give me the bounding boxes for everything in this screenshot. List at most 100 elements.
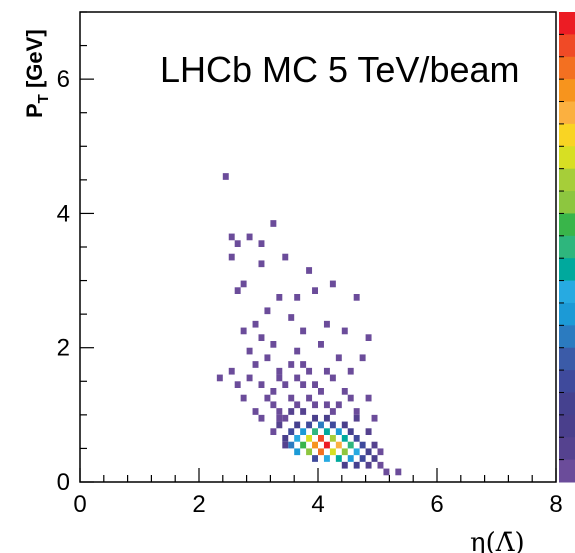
heatmap-cell	[264, 307, 271, 315]
heatmap-cell	[377, 461, 384, 469]
heatmap-cell	[276, 408, 283, 415]
heatmap-cell	[282, 435, 289, 442]
heatmap-cell	[288, 394, 295, 402]
heatmap-cell	[365, 448, 372, 456]
heatmap-cell	[258, 334, 265, 341]
heatmap-cell	[312, 455, 318, 462]
heatmap-cell	[353, 435, 360, 442]
heatmap-cell	[329, 280, 336, 288]
heatmap-cell	[318, 435, 324, 442]
heatmap-cell	[240, 280, 247, 288]
heatmap-cell	[300, 428, 307, 435]
heatmap-cell	[240, 327, 247, 335]
heatmap-cell	[335, 441, 342, 449]
heatmap-cell	[294, 435, 301, 442]
heatmap-cell	[222, 173, 229, 180]
colorbar-swatch	[559, 414, 575, 438]
x-axis-title: η(Λ̄)	[470, 528, 525, 553]
heatmap-cell	[341, 435, 348, 442]
heatmap-cell	[264, 354, 271, 362]
heatmap-cell	[347, 428, 354, 435]
heatmap-cell	[282, 441, 289, 449]
heatmap-cell	[318, 388, 324, 395]
heatmap-cell	[347, 441, 354, 449]
heatmap-cell	[371, 455, 378, 462]
heatmap-cell	[258, 240, 265, 247]
heatmap-cell	[228, 367, 235, 375]
heatmap-cell	[276, 421, 283, 429]
heatmap-cell	[246, 233, 253, 241]
colorbar-swatch	[559, 191, 575, 214]
heatmap-cell	[300, 381, 307, 388]
heatmap-cell	[252, 408, 259, 415]
heatmap-cell	[371, 441, 378, 449]
heatmap-cell	[318, 421, 324, 429]
heatmap-cell	[258, 381, 265, 388]
heatmap-cell	[294, 347, 301, 355]
heatmap-cell	[240, 394, 247, 402]
heatmap-cell	[353, 294, 360, 301]
colorbar-swatch	[559, 258, 575, 282]
axis-ticks: 0 2 4 6 8 0 2 4 6	[57, 11, 563, 518]
y-tick-label: 6	[57, 66, 70, 93]
x-tick-label: 4	[311, 491, 324, 518]
heatmap-cell	[300, 327, 307, 335]
heatmap-cell	[306, 435, 313, 442]
heatmap-cell	[300, 441, 307, 449]
heatmap-cell	[347, 367, 354, 375]
colorbar-swatch	[559, 79, 575, 103]
heatmap-cell	[306, 421, 313, 429]
plot-annotation: LHCb MC 5 TeV/beam	[160, 49, 520, 90]
heatmap-cell	[228, 233, 235, 241]
heatmap-cell	[341, 327, 348, 335]
x-tick-label: 2	[192, 491, 205, 518]
heatmap-cell	[365, 334, 372, 341]
heatmap-cell	[323, 441, 330, 449]
heatmap-cell	[329, 408, 336, 415]
heatmap-cell	[323, 401, 330, 409]
colorbar-swatch	[559, 12, 575, 35]
heatmap-cell	[335, 354, 342, 362]
colorbar-swatch	[559, 34, 575, 58]
heatmap-cell	[353, 408, 360, 415]
heatmap-cell	[329, 374, 336, 382]
heatmap-cell	[234, 287, 241, 294]
heatmap-cell	[234, 381, 241, 388]
colorbar-swatch	[559, 213, 575, 237]
heatmap-cell	[228, 253, 235, 261]
colorbar	[559, 12, 575, 483]
colorbar-swatch	[559, 168, 575, 192]
heatmap-cell	[347, 455, 354, 462]
heatmap-cell	[323, 428, 330, 435]
colorbar-swatch	[559, 56, 575, 80]
heatmap-cell	[300, 408, 307, 415]
heatmap-cell	[294, 421, 301, 429]
heatmap-cell	[282, 414, 289, 422]
heatmap-cell	[377, 448, 384, 456]
heatmap-cell	[312, 414, 318, 422]
colorbar-swatch	[559, 280, 575, 304]
heatmap-cell	[323, 320, 330, 328]
heatmap-cell	[323, 455, 330, 462]
heatmap-cell	[288, 361, 295, 368]
heatmap-cell	[282, 253, 289, 261]
heatmap-cell	[323, 367, 330, 375]
heatmap-cell	[335, 428, 342, 435]
heatmap-cell	[365, 461, 372, 469]
heatmap-cell	[258, 260, 265, 268]
colorbar-swatch	[559, 302, 575, 326]
heatmap-cell	[234, 240, 241, 247]
heatmap-cell	[294, 374, 301, 382]
heatmap-cell	[318, 341, 324, 348]
heatmap-cell	[288, 314, 295, 321]
heatmap-cell	[318, 448, 324, 456]
x-tick-label: 8	[549, 491, 562, 518]
heatmap-cell	[270, 401, 277, 409]
heatmap-cell	[294, 401, 301, 409]
heatmap-cell	[246, 374, 253, 382]
heatmap-cell	[306, 267, 313, 274]
colorbar-swatch	[559, 123, 575, 147]
heatmap-cell	[294, 448, 301, 456]
heatmap-cell	[353, 448, 360, 456]
